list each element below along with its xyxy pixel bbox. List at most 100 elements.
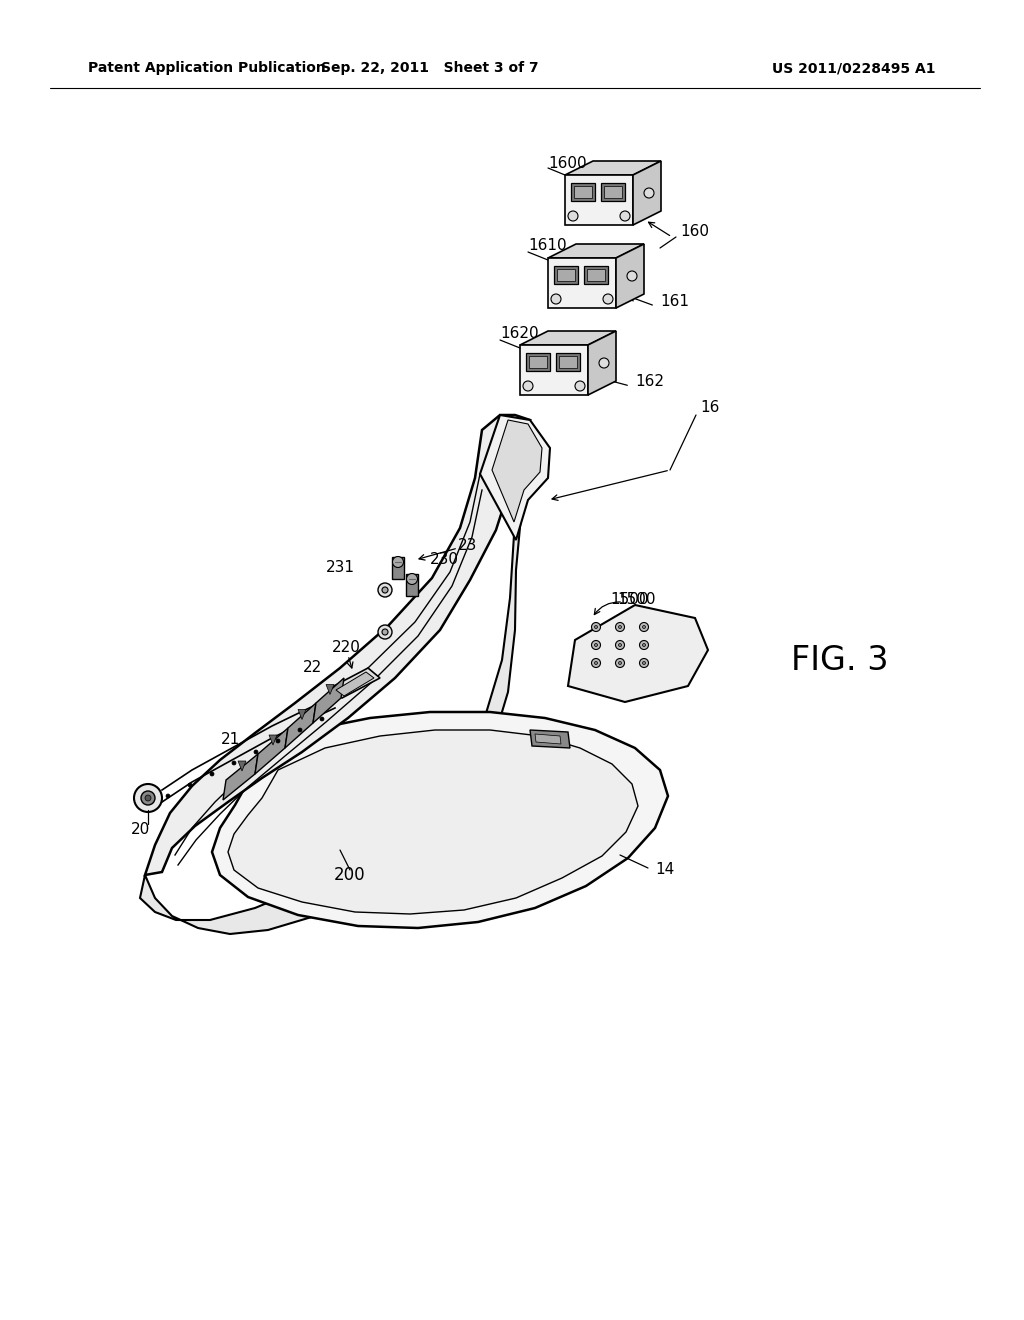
Polygon shape <box>530 730 570 748</box>
Text: 200: 200 <box>334 866 366 884</box>
Circle shape <box>642 626 645 628</box>
Circle shape <box>592 659 600 668</box>
Polygon shape <box>633 161 662 224</box>
Text: 220: 220 <box>332 640 360 656</box>
Text: 22: 22 <box>302 660 322 676</box>
Circle shape <box>642 644 645 647</box>
Polygon shape <box>140 420 530 935</box>
Text: 21: 21 <box>220 733 240 747</box>
Text: 1500: 1500 <box>610 593 648 607</box>
Circle shape <box>382 587 388 593</box>
Polygon shape <box>313 678 344 723</box>
Text: 160: 160 <box>680 224 709 239</box>
Polygon shape <box>228 730 638 913</box>
Circle shape <box>618 644 622 647</box>
Polygon shape <box>223 754 258 800</box>
Text: 1600: 1600 <box>548 156 587 170</box>
Circle shape <box>141 791 155 805</box>
Circle shape <box>276 739 280 743</box>
Polygon shape <box>238 762 246 771</box>
Text: 231: 231 <box>326 560 355 574</box>
Circle shape <box>642 661 645 664</box>
Circle shape <box>378 583 392 597</box>
Circle shape <box>615 640 625 649</box>
Text: 1610: 1610 <box>528 239 566 253</box>
Polygon shape <box>587 269 605 281</box>
Polygon shape <box>601 183 625 201</box>
Text: 20: 20 <box>130 822 150 837</box>
Circle shape <box>615 623 625 631</box>
Circle shape <box>407 573 418 585</box>
Text: 16: 16 <box>700 400 720 416</box>
Polygon shape <box>548 257 616 308</box>
Circle shape <box>134 784 162 812</box>
Circle shape <box>592 623 600 631</box>
Text: 1500: 1500 <box>617 593 655 607</box>
Polygon shape <box>212 711 668 928</box>
Polygon shape <box>565 161 662 176</box>
Text: FIG. 3: FIG. 3 <box>792 644 889 676</box>
Circle shape <box>620 211 630 220</box>
Polygon shape <box>557 269 575 281</box>
Circle shape <box>627 271 637 281</box>
Polygon shape <box>565 176 633 224</box>
Circle shape <box>592 640 600 649</box>
Circle shape <box>551 294 561 304</box>
Polygon shape <box>492 420 542 521</box>
Polygon shape <box>285 704 316 748</box>
Circle shape <box>599 358 609 368</box>
Polygon shape <box>520 345 588 395</box>
Circle shape <box>298 729 302 733</box>
Text: 14: 14 <box>655 862 674 878</box>
Text: Sep. 22, 2011   Sheet 3 of 7: Sep. 22, 2011 Sheet 3 of 7 <box>322 61 539 75</box>
Polygon shape <box>269 735 278 744</box>
Polygon shape <box>529 356 547 368</box>
Circle shape <box>595 661 597 664</box>
Polygon shape <box>548 244 644 257</box>
Polygon shape <box>392 557 404 579</box>
Circle shape <box>382 630 388 635</box>
Polygon shape <box>520 331 616 345</box>
Text: US 2011/0228495 A1: US 2011/0228495 A1 <box>771 61 935 75</box>
Circle shape <box>615 659 625 668</box>
Text: 161: 161 <box>660 294 689 309</box>
Circle shape <box>188 783 193 787</box>
Circle shape <box>644 187 654 198</box>
Polygon shape <box>535 734 561 744</box>
Polygon shape <box>588 331 616 395</box>
Circle shape <box>568 211 578 220</box>
Circle shape <box>603 294 613 304</box>
Polygon shape <box>604 186 622 198</box>
Polygon shape <box>480 414 550 540</box>
Polygon shape <box>330 668 380 698</box>
Polygon shape <box>571 183 595 201</box>
Polygon shape <box>556 352 580 371</box>
Circle shape <box>640 640 648 649</box>
Polygon shape <box>526 352 550 371</box>
Circle shape <box>145 795 151 801</box>
Polygon shape <box>554 267 578 284</box>
Circle shape <box>166 795 170 799</box>
Circle shape <box>523 381 534 391</box>
Circle shape <box>618 626 622 628</box>
Polygon shape <box>616 244 644 308</box>
Circle shape <box>232 762 236 766</box>
Polygon shape <box>326 685 334 694</box>
Circle shape <box>210 772 214 776</box>
Circle shape <box>575 381 585 391</box>
Polygon shape <box>336 672 374 696</box>
Circle shape <box>254 750 258 754</box>
Circle shape <box>618 661 622 664</box>
Circle shape <box>595 626 597 628</box>
Text: 1620: 1620 <box>500 326 539 341</box>
Polygon shape <box>298 710 306 719</box>
Text: Patent Application Publication: Patent Application Publication <box>88 61 326 75</box>
Polygon shape <box>574 186 592 198</box>
Text: 162: 162 <box>635 375 664 389</box>
Polygon shape <box>255 729 288 774</box>
Circle shape <box>392 557 403 568</box>
Text: 230: 230 <box>430 553 459 568</box>
Circle shape <box>378 624 392 639</box>
Polygon shape <box>145 414 530 875</box>
Polygon shape <box>559 356 577 368</box>
